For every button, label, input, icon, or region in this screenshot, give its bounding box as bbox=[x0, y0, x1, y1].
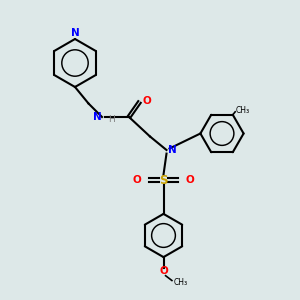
Text: S: S bbox=[159, 173, 168, 187]
Text: O: O bbox=[142, 95, 151, 106]
Text: N: N bbox=[70, 28, 80, 38]
Text: N: N bbox=[93, 112, 102, 122]
Text: O: O bbox=[186, 175, 194, 185]
Text: O: O bbox=[159, 266, 168, 277]
Text: CH₃: CH₃ bbox=[236, 106, 250, 115]
Text: O: O bbox=[133, 175, 141, 185]
Text: CH₃: CH₃ bbox=[174, 278, 188, 287]
Text: N: N bbox=[168, 145, 177, 155]
Text: H: H bbox=[109, 115, 116, 124]
